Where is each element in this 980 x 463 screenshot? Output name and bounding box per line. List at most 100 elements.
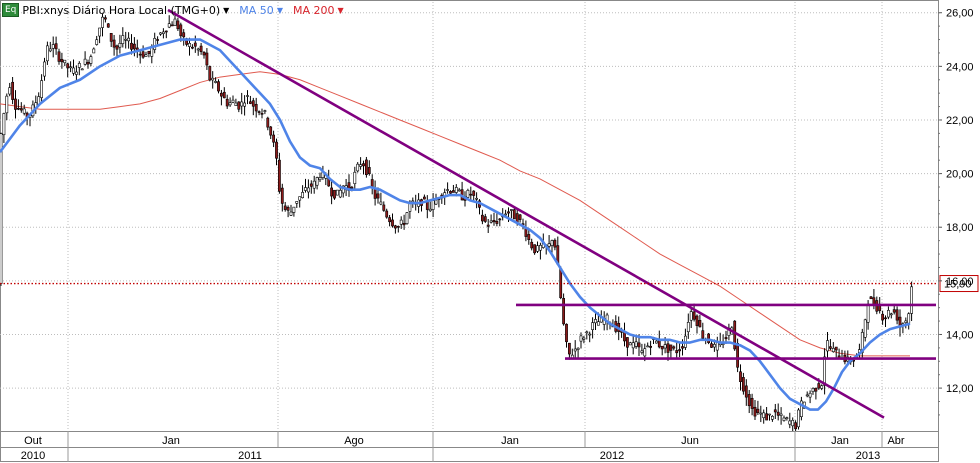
candle-up: [782, 417, 786, 421]
candle-up: [301, 192, 305, 198]
candle-up: [318, 177, 322, 181]
y-tick-label: 14,00: [946, 329, 974, 341]
candle-down: [895, 309, 899, 321]
candle-up: [167, 23, 171, 28]
ma50-series: [0, 38, 911, 411]
candle-down: [669, 344, 673, 351]
equity-badge: Eq: [2, 3, 20, 17]
current-price-label: 15,90: [944, 279, 972, 291]
candle-down: [19, 108, 23, 111]
ma50-line: [0, 38, 911, 411]
candle-down: [492, 219, 496, 223]
candle-up: [298, 196, 302, 201]
candle-down: [562, 298, 566, 325]
candle-down: [54, 43, 58, 50]
candle-down: [309, 183, 313, 187]
candle-up: [689, 311, 693, 321]
x-month-label: Out: [24, 435, 42, 447]
candle-down: [527, 234, 531, 240]
candle-up: [5, 95, 9, 114]
candle-down: [112, 39, 116, 48]
candle-down: [518, 214, 522, 220]
candle-down: [202, 51, 206, 56]
candle-up: [538, 245, 542, 251]
candle-up: [475, 197, 479, 200]
candle-down: [199, 45, 203, 52]
candle-up: [811, 388, 815, 392]
candle-up: [808, 392, 812, 398]
candle-up: [588, 333, 592, 336]
candle-down: [251, 100, 255, 107]
candle-down: [747, 394, 751, 407]
current-price-line: 15,90: [0, 275, 979, 293]
candle-down: [205, 52, 209, 66]
candle-down: [692, 311, 696, 320]
candle-down: [472, 190, 476, 196]
candle-down: [739, 371, 742, 383]
candle-down: [451, 190, 455, 193]
candle-up: [646, 345, 650, 348]
y-tick-label: 16,00: [946, 276, 974, 288]
candle-up: [405, 212, 409, 224]
candle-down: [698, 320, 702, 328]
symbol-text: PBI:xnys Diário Hora Local (TMG+0): [22, 3, 221, 17]
candle-down: [756, 408, 760, 413]
ma50-legend[interactable]: MA 50 ▼: [239, 4, 283, 17]
candle-up: [489, 220, 493, 223]
y-tick-label: 22,00: [946, 115, 974, 127]
candle-up: [831, 348, 835, 352]
candle-up: [243, 102, 247, 107]
candle-down: [182, 32, 186, 38]
candle-up: [92, 48, 96, 54]
candle-down: [330, 187, 334, 197]
candle-up: [866, 303, 870, 323]
candle-down: [57, 51, 61, 62]
candle-down: [649, 345, 653, 348]
candle-up: [889, 313, 893, 316]
x-year-label: 2012: [600, 450, 624, 462]
candle-up: [550, 240, 554, 246]
candle-down: [86, 61, 90, 65]
candle-down: [133, 43, 136, 50]
candle-down: [277, 159, 281, 192]
candle-down: [179, 24, 183, 37]
candle-up: [573, 348, 577, 352]
candle-up: [359, 164, 363, 167]
candle-down: [333, 189, 336, 199]
candle-up: [904, 320, 908, 323]
candle-down: [141, 51, 145, 58]
x-month-label: Jan: [831, 435, 849, 447]
candle-up: [686, 322, 690, 333]
candle-up: [762, 412, 766, 419]
candle-up: [768, 413, 771, 416]
candle-up: [72, 67, 75, 74]
candle-down: [892, 309, 896, 313]
candle-up: [48, 48, 52, 52]
x-month-label: Jan: [501, 435, 519, 447]
candle-down: [109, 33, 113, 42]
candle-up: [263, 110, 267, 112]
candle-down: [666, 343, 670, 353]
candle-up: [628, 342, 632, 346]
candle-up: [643, 348, 647, 357]
candle-up: [304, 187, 307, 191]
candle-down: [828, 346, 832, 349]
candle-down: [266, 117, 270, 128]
candle-up: [240, 101, 244, 107]
candle-down: [469, 193, 473, 196]
symbol-label[interactable]: PBI:xnys Diário Hora Local (TMG+0) ▼: [22, 4, 229, 17]
candle-down: [741, 377, 745, 392]
candle-down: [483, 216, 487, 222]
candle-up: [22, 108, 26, 114]
ma200-legend[interactable]: MA 200 ▼: [293, 4, 344, 17]
x-month-label: Jun: [681, 435, 699, 447]
candle-down: [449, 191, 452, 194]
candle-up: [596, 321, 600, 326]
candle-down: [156, 39, 160, 41]
candle-up: [63, 59, 67, 64]
candle-down: [176, 20, 180, 30]
candle-down: [138, 53, 142, 56]
candle-up: [89, 56, 93, 64]
candle-down: [191, 46, 194, 49]
